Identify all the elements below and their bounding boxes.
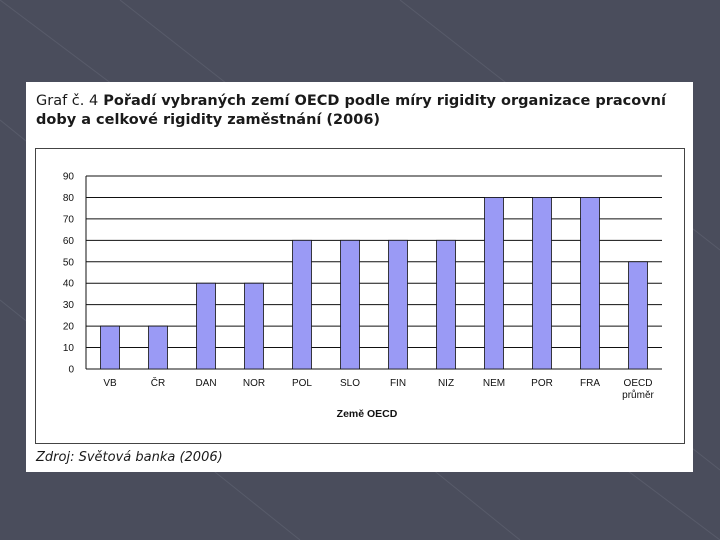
bar-dan xyxy=(196,282,216,370)
bars xyxy=(100,197,648,370)
x-tick-label: POL xyxy=(292,378,312,389)
y-tick-label: 0 xyxy=(68,365,74,376)
x-tick-label: DAN xyxy=(195,378,216,389)
bar-slo xyxy=(340,239,360,370)
figure-title: Graf č. 4 Pořadí vybraných zemí OECD pod… xyxy=(36,92,686,130)
x-tick-label: SLO xyxy=(340,378,360,389)
bar-čr xyxy=(148,325,168,370)
bar-nor xyxy=(244,282,264,370)
y-tick-labels: 0 10 20 30 40 50 60 70 80 90 xyxy=(63,172,75,376)
bar-oecd-průměr xyxy=(628,261,648,370)
bar-niz xyxy=(436,239,456,370)
x-tick-label: ČR xyxy=(151,376,165,389)
x-tick-label: průměr xyxy=(622,389,654,401)
y-tick-label: 90 xyxy=(63,172,75,183)
x-tick-label: NEM xyxy=(483,378,505,389)
y-tick-label: 80 xyxy=(63,193,75,204)
x-tick-label: OECD xyxy=(624,378,653,389)
y-tick-label: 10 xyxy=(63,343,75,354)
slide-panel: Graf č. 4 Pořadí vybraných zemí OECD pod… xyxy=(26,82,693,472)
grid-lines xyxy=(85,175,662,370)
bar-chart: 0 10 20 30 40 50 60 70 80 90 VB ČR DAN NOR POL SLO FIN N… xyxy=(63,172,662,420)
x-tick-label: FIN xyxy=(390,378,406,389)
bar-vb xyxy=(100,325,120,370)
x-axis-label: Země OECD xyxy=(337,408,398,420)
bar-nem xyxy=(484,197,504,370)
x-tick-label: VB xyxy=(103,378,117,389)
x-tick-label: NOR xyxy=(243,378,265,389)
bar-fin xyxy=(388,239,408,370)
x-tick-label: NIZ xyxy=(438,378,454,389)
chart-frame: 0 10 20 30 40 50 60 70 80 90 VB ČR DAN NOR POL SLO FIN N… xyxy=(35,148,685,444)
y-tick-label: 40 xyxy=(63,279,75,290)
figure-number: Graf č. 4 xyxy=(36,93,99,109)
y-tick-label: 20 xyxy=(63,322,75,333)
x-tick-labels: VB ČR DAN NOR POL SLO FIN NIZ NEM POR FRA OECDprůmě… xyxy=(103,376,654,401)
bar-por xyxy=(532,197,552,370)
bar-pol xyxy=(292,239,312,370)
y-tick-label: 60 xyxy=(63,236,75,247)
source-note: Zdroj: Světová banka (2006) xyxy=(36,450,223,465)
y-tick-label: 50 xyxy=(63,257,75,268)
x-tick-label: FRA xyxy=(580,378,600,389)
figure-title-text: Pořadí vybraných zemí OECD podle míry ri… xyxy=(36,93,666,128)
x-tick-label: POR xyxy=(531,378,553,389)
y-tick-label: 70 xyxy=(63,214,75,225)
bar-fra xyxy=(580,197,600,370)
y-tick-label: 30 xyxy=(63,300,75,311)
